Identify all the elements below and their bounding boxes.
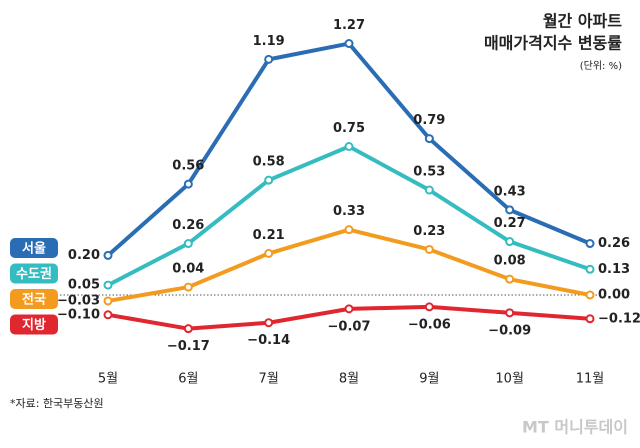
legend-label: 전국 <box>22 292 46 308</box>
legend-label: 수도권 <box>16 267 52 282</box>
point-marker <box>103 280 113 290</box>
point-marker <box>424 134 434 144</box>
chart-title: 매매가격지수 변동률 <box>484 34 622 53</box>
point-marker <box>103 296 113 306</box>
data-label: 0.33 <box>333 204 365 219</box>
data-label: 0.27 <box>494 216 526 231</box>
point-marker <box>264 248 274 258</box>
point-marker <box>183 324 193 334</box>
x-tick-label: 9월 <box>419 372 439 387</box>
data-label: −0.03 <box>57 293 100 308</box>
data-label: 0.75 <box>333 121 365 136</box>
data-label: −0.09 <box>488 323 531 338</box>
data-label: 0.21 <box>253 228 285 243</box>
data-label: 0.20 <box>68 248 100 263</box>
legend-label: 서울 <box>22 241 46 257</box>
point-marker <box>505 237 515 247</box>
point-marker <box>424 302 434 312</box>
data-label: 0.13 <box>598 262 630 277</box>
legend-swatch <box>10 263 58 284</box>
legend-label: 지방 <box>22 317 46 333</box>
point-marker <box>505 308 515 318</box>
legend-swatch <box>10 238 58 258</box>
data-label: 0.26 <box>598 236 630 251</box>
point-marker <box>103 250 113 260</box>
legend-swatch <box>10 289 58 309</box>
legend-swatch <box>10 314 58 335</box>
data-label: −0.14 <box>247 333 290 348</box>
data-label: 0.26 <box>172 218 204 233</box>
data-label: 0.23 <box>413 224 445 239</box>
point-marker <box>344 225 354 235</box>
point-marker <box>344 304 354 314</box>
x-tick-label: 10월 <box>495 372 524 387</box>
data-label: 0.58 <box>253 155 285 170</box>
point-marker <box>344 39 354 49</box>
data-label: −0.06 <box>408 317 451 332</box>
point-marker <box>183 282 193 292</box>
point-marker <box>344 142 354 151</box>
point-marker <box>264 175 274 185</box>
point-marker <box>505 205 515 215</box>
point-marker <box>585 314 595 324</box>
point-marker <box>264 54 274 64</box>
data-label: 1.19 <box>253 34 285 49</box>
x-tick-label: 5월 <box>98 372 118 387</box>
point-marker <box>585 264 595 274</box>
data-label: −0.12 <box>598 311 640 326</box>
point-marker <box>424 185 434 195</box>
data-label: 0.08 <box>494 254 526 269</box>
data-label: 0.56 <box>172 159 204 174</box>
data-label: 0.53 <box>413 165 445 180</box>
data-label: −0.10 <box>57 307 100 322</box>
data-label: −0.07 <box>328 319 371 334</box>
x-tick-label: 7월 <box>259 372 279 387</box>
point-marker <box>585 239 595 249</box>
x-tick-label: 11월 <box>576 372 605 387</box>
data-label: 0.05 <box>68 278 100 293</box>
chart-title: 월간 아파트 <box>543 12 622 31</box>
data-label: 1.27 <box>333 18 365 33</box>
point-marker <box>264 318 274 328</box>
point-marker <box>183 179 193 189</box>
point-marker <box>103 310 113 320</box>
x-tick-label: 6월 <box>178 372 198 387</box>
point-marker <box>183 239 193 249</box>
data-label: −0.17 <box>167 339 210 354</box>
unit-label: (단위: %) <box>580 59 622 72</box>
point-marker <box>424 244 434 254</box>
data-label: 0.00 <box>598 288 630 303</box>
point-marker <box>585 290 595 300</box>
watermark: MT 머니투데이 <box>522 418 628 437</box>
data-label: 0.79 <box>413 113 445 128</box>
data-label: 0.04 <box>172 262 204 277</box>
source: *자료: 한국부동산원 <box>10 397 104 410</box>
data-label: 0.43 <box>494 184 526 199</box>
x-tick-label: 8월 <box>339 372 359 387</box>
point-marker <box>505 274 515 284</box>
